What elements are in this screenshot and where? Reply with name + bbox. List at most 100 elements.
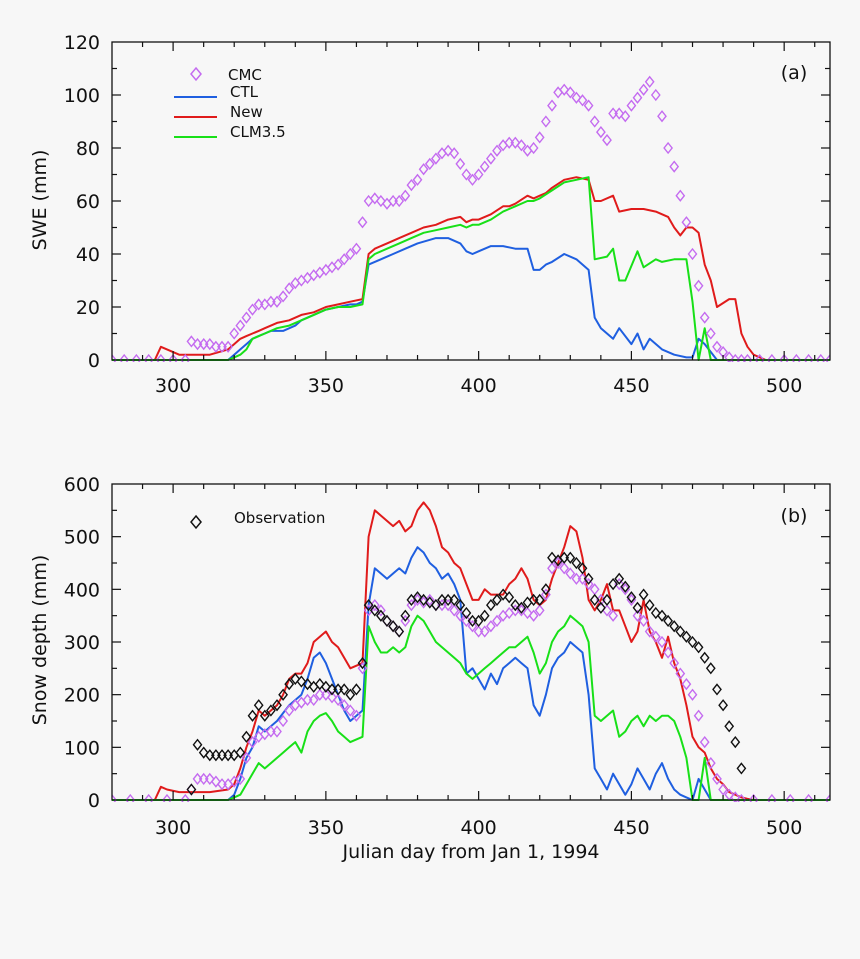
depth-cmc-point <box>204 772 215 786</box>
legend-observation-marker-icon <box>190 514 202 530</box>
depth-y-tick-label: 500 <box>64 527 100 549</box>
swe-cmc-point <box>400 189 411 202</box>
depth-cmc-point <box>284 704 295 717</box>
swe-cmc-point <box>357 216 368 229</box>
swe-cmc-point <box>767 353 777 362</box>
swe-cmc-point <box>626 99 637 112</box>
swe-cmc-point <box>394 194 405 208</box>
swe-cmc-point <box>638 83 649 96</box>
depth-x-tick-label: 500 <box>766 817 802 839</box>
swe-cmc-point <box>223 340 233 353</box>
depth-axes-layer <box>111 483 831 801</box>
swe-cmc-point <box>473 168 484 181</box>
depth-observation-point <box>424 596 435 609</box>
swe-cmc-point <box>687 247 698 261</box>
swe-cmc-point <box>693 279 704 292</box>
depth-cmc-point <box>467 620 478 633</box>
depth-panel-label: (b) <box>781 505 808 527</box>
depth-observation-point <box>284 677 295 691</box>
swe-cmc-point <box>712 340 722 353</box>
swe-cmc-point <box>614 107 625 120</box>
swe-cmc-point <box>168 353 178 362</box>
depth-cmc-point <box>528 609 539 622</box>
swe-cmc-point <box>547 99 557 112</box>
swe-cmc-point <box>461 168 472 181</box>
depth-cmc-point <box>730 791 741 802</box>
depth-observation-point <box>345 688 356 701</box>
swe-cmc-point <box>272 295 282 308</box>
swe-cmc-point <box>345 247 356 261</box>
depth-cmc-point <box>547 562 557 575</box>
swe-cmc-point <box>565 86 576 99</box>
swe-cmc-point <box>351 242 362 255</box>
swe-cmc-point <box>131 353 142 362</box>
depth-observation-point <box>705 662 716 675</box>
depth-series-ctl-line <box>112 546 830 801</box>
depth-observation-point <box>363 598 374 612</box>
swe-series-ctl-line <box>112 237 830 361</box>
depth-observation-point <box>583 572 594 585</box>
swe-cmc-point <box>803 353 814 362</box>
depth-cmc-point <box>357 662 368 675</box>
swe-cmc-point <box>278 290 288 303</box>
depth-cmc-point <box>803 793 814 802</box>
legend-new-label: New <box>230 103 263 121</box>
swe-cmc-point <box>589 115 600 128</box>
swe-cmc-point <box>204 337 215 351</box>
depth-observation-point <box>596 601 606 614</box>
swe-y-tick-label: 120 <box>64 32 100 54</box>
depth-cmc-point <box>718 783 728 796</box>
swe-cmc-point <box>412 173 423 186</box>
depth-y-tick-label: 0 <box>88 790 100 812</box>
swe-cmc-point <box>112 353 117 362</box>
swe-cmc-point <box>791 353 802 362</box>
depth-x-tick-label: 450 <box>613 817 649 839</box>
swe-cmc-point <box>241 311 252 324</box>
swe-cmc-point <box>156 353 166 362</box>
swe-cmc-point <box>669 160 680 173</box>
depth-observation-point <box>247 709 258 722</box>
depth-observation-point <box>479 609 490 622</box>
depth-observation-point <box>339 683 350 696</box>
swe-cmc-point <box>705 327 716 340</box>
swe-cmc-point <box>754 353 765 362</box>
depth-cmc-point <box>608 609 618 622</box>
swe-cmc-point <box>119 353 130 362</box>
depth-cmc-point <box>785 793 796 802</box>
depth-observation-point <box>498 588 508 601</box>
depth-observation-point <box>455 598 466 612</box>
depth-observation-point <box>473 614 484 628</box>
depth-cmc-point <box>644 625 655 638</box>
depth-observation-point <box>632 601 643 614</box>
swe-cmc-point <box>650 88 661 102</box>
swe-tick-labels: 300 350 400 450 500 0 20 40 60 80 100 120 <box>64 32 803 397</box>
swe-cmc-point <box>620 110 631 123</box>
swe-y-tick-label: 20 <box>76 297 100 319</box>
depth-observation-point <box>449 593 460 607</box>
swe-series-clm35-line <box>112 176 830 361</box>
swe-cmc-point <box>424 157 435 171</box>
depth-observation-point <box>736 762 747 775</box>
depth-observation-point <box>321 680 331 693</box>
depth-cmc-point <box>278 714 288 728</box>
depth-cmc-point <box>657 635 667 649</box>
swe-y-tick-label: 0 <box>88 350 100 372</box>
swe-x-tick-label: 400 <box>461 375 497 397</box>
depth-y-tick-label: 100 <box>64 737 100 759</box>
swe-cmc-point <box>455 157 466 171</box>
depth-cmc-point <box>650 630 661 643</box>
depth-observation-point <box>369 604 380 617</box>
depth-cmc-point <box>712 772 722 786</box>
depth-observation-point <box>357 656 368 670</box>
depth-observation-point <box>602 593 612 607</box>
depth-observation-point <box>577 562 588 575</box>
legend-clm35-label: CLM3.5 <box>230 123 286 141</box>
depth-observation-point <box>608 577 618 591</box>
depth-cmc-point <box>736 793 747 802</box>
depth-observation-point <box>510 598 521 612</box>
swe-cmc-point <box>742 353 753 362</box>
depth-cmc-point <box>522 606 533 620</box>
swe-cmc-point <box>180 353 191 362</box>
swe-cmc-point <box>443 144 453 157</box>
